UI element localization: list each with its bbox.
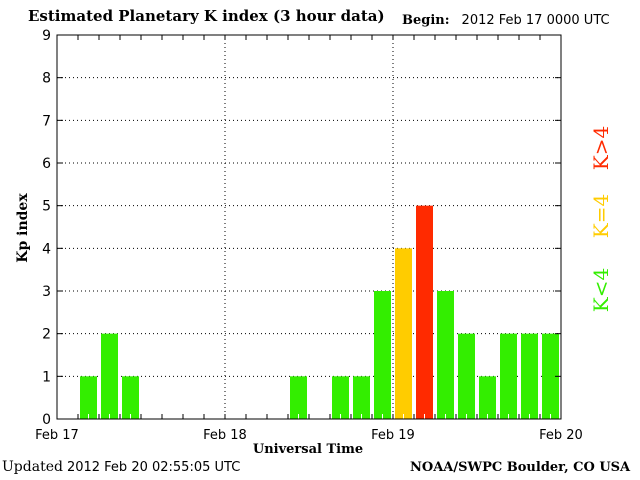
legend: K>4 K=4 K<4 <box>589 126 613 312</box>
x-axis-label: Universal Time <box>253 442 363 457</box>
kp-bar <box>122 376 139 419</box>
y-ticks: 0 1 2 3 4 5 6 7 8 9 <box>42 28 561 428</box>
updated-label: Updated <box>2 459 63 475</box>
legend-label: K<4 <box>589 268 613 312</box>
x-tick-label: Feb 19 <box>371 428 415 443</box>
y-tick-label: 9 <box>42 28 51 44</box>
legend-label: K>4 <box>589 126 613 170</box>
begin-value: 2012 Feb 17 0000 UTC <box>461 13 610 28</box>
kp-bar <box>80 376 97 419</box>
y-tick-label: 4 <box>42 241 51 257</box>
chart-title: Estimated Planetary K index (3 hour data… <box>28 7 385 25</box>
kp-bar <box>353 376 370 419</box>
kp-bar <box>500 333 517 419</box>
y-tick-label: 0 <box>42 412 51 428</box>
bars <box>80 205 559 419</box>
y-tick-label: 8 <box>42 71 51 87</box>
credit-text: NOAA/SWPC Boulder, CO USA <box>410 460 631 475</box>
x-tick-label: Feb 18 <box>203 428 247 443</box>
y-tick-label: 2 <box>42 327 51 343</box>
x-tick-label: Feb 20 <box>539 428 583 443</box>
plot-frame <box>56 34 562 420</box>
kp-bar <box>395 248 412 419</box>
y-tick-label: 1 <box>42 369 51 385</box>
kp-bar <box>458 333 475 419</box>
x-tick-label: Feb 17 <box>35 428 79 443</box>
y-tick-label: 6 <box>42 156 51 172</box>
y-axis-label: Kp index <box>15 193 31 263</box>
axes <box>56 34 562 420</box>
kp-bar <box>479 376 496 419</box>
x-ticks: Feb 17 Feb 18 Feb 19 Feb 20 <box>35 35 583 443</box>
y-tick-label: 7 <box>42 113 51 129</box>
kp-bar <box>332 376 349 419</box>
updated-value: 2012 Feb 20 02:55:05 UTC <box>66 460 241 475</box>
updated-info: Updated 2012 Feb 20 02:55:05 UTC <box>2 459 240 475</box>
kp-bar <box>290 376 307 419</box>
kp-bar <box>521 333 538 419</box>
legend-label: K=4 <box>589 194 613 238</box>
grid-lines <box>57 34 561 419</box>
begin-info: Begin: 2012 Feb 17 0000 UTC <box>402 13 610 28</box>
kp-bar <box>101 333 118 419</box>
kp-bar <box>374 291 391 419</box>
kp-bar <box>437 291 454 419</box>
y-tick-label: 5 <box>42 199 51 215</box>
y-tick-label: 3 <box>42 284 51 300</box>
kp-bar <box>416 205 433 419</box>
begin-label: Begin: <box>402 13 450 28</box>
kp-bar <box>542 333 559 419</box>
